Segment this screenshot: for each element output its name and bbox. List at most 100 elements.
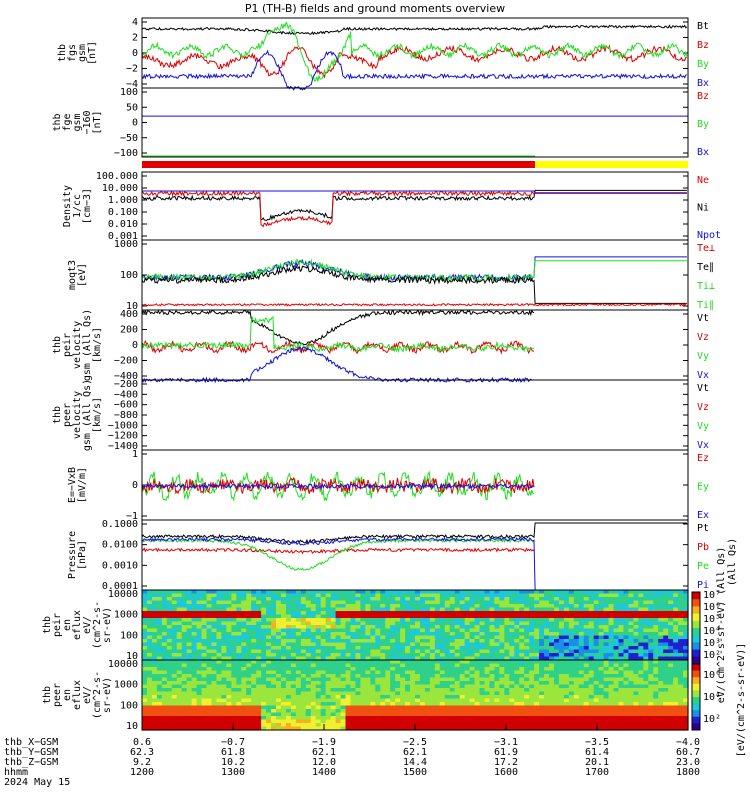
series-Pe xyxy=(141,537,535,571)
spectrogram-cell xyxy=(454,695,461,700)
spectrogram-cell xyxy=(514,681,520,686)
spectrogram-cell xyxy=(161,607,168,612)
spectrogram-cell xyxy=(449,600,456,605)
spectrogram-cell xyxy=(211,642,218,647)
spectrogram-cell xyxy=(295,593,302,598)
spectrogram-cell xyxy=(489,653,496,658)
spectrogram-cell xyxy=(266,723,272,728)
spectrogram-cell xyxy=(424,691,431,696)
spectrogram-cell xyxy=(415,667,421,672)
spectrogram-cell xyxy=(429,698,436,703)
spectrogram-cell xyxy=(598,597,605,602)
spectrogram-cell xyxy=(271,597,277,602)
spectrogram-cell xyxy=(504,656,510,661)
spectrogram-cell xyxy=(191,712,198,717)
spectrogram-cell xyxy=(454,660,461,665)
spectrogram-cell xyxy=(211,726,218,731)
spectrogram-cell xyxy=(261,628,267,633)
spectrogram-cell xyxy=(613,663,620,668)
spectrogram-cell xyxy=(419,607,426,612)
spectrogram-cell xyxy=(385,593,391,598)
spectrogram-cell xyxy=(618,611,625,616)
spectrogram-cell xyxy=(539,597,545,602)
colorbar-label-lower: [eV/(cm^2-s-sr-eV)] xyxy=(736,643,747,757)
spectrogram-cell xyxy=(375,688,381,693)
spectrogram-cell xyxy=(588,607,595,612)
spectrogram-cell xyxy=(415,646,421,651)
spectrogram-cell xyxy=(290,607,297,612)
spectrogram-cell xyxy=(504,719,510,724)
spectrogram-cell xyxy=(588,677,595,682)
spectrogram-cell xyxy=(424,597,431,602)
spectrogram-cell xyxy=(499,656,505,661)
spectrogram-cell xyxy=(553,611,560,616)
spectrogram-cell xyxy=(429,726,436,731)
spectrogram-cell xyxy=(280,600,287,605)
spectrogram-cell xyxy=(400,628,406,633)
spectrogram-cell xyxy=(345,625,352,630)
spectrogram-cell xyxy=(370,600,376,605)
spectrogram-cell xyxy=(444,639,451,644)
spectrogram-cell xyxy=(315,691,322,696)
spectrogram-cell xyxy=(415,723,421,728)
spectrogram-cell xyxy=(494,677,500,682)
spectrogram-cell xyxy=(449,709,456,714)
spectrogram-cell xyxy=(310,726,317,731)
spectrogram-cell xyxy=(469,607,476,612)
spectrogram-cell xyxy=(683,670,689,675)
spectrogram-cell xyxy=(201,709,208,714)
spectrogram-cell xyxy=(305,656,312,661)
spectrogram-cell xyxy=(206,646,213,651)
y-tick-label: −200 xyxy=(114,356,138,367)
spectrogram-cell xyxy=(236,625,242,630)
x-axis-value: 1300 xyxy=(221,767,245,778)
spectrogram-cell xyxy=(419,590,426,595)
spectrogram-cell xyxy=(459,614,466,619)
spectrogram-cell xyxy=(539,726,545,731)
spectrogram-cell xyxy=(261,639,267,644)
spectrogram-cell xyxy=(315,600,322,605)
spectrogram-cell xyxy=(519,702,525,707)
spectrogram-cell xyxy=(365,684,371,689)
spectrogram-cell xyxy=(395,667,401,672)
spectrogram-cell xyxy=(325,621,332,626)
spectrogram-cell xyxy=(514,663,520,668)
spectrogram-cell xyxy=(534,660,540,665)
spectrogram-cell xyxy=(181,663,188,668)
spectrogram-cell xyxy=(588,691,595,696)
spectrogram-cell xyxy=(246,656,252,661)
spectrogram-cell xyxy=(658,635,664,640)
spectrogram-cell xyxy=(653,639,659,644)
spectrogram-cell xyxy=(653,649,659,654)
spectrogram-cell xyxy=(156,600,163,605)
spectrogram-cell xyxy=(558,625,565,630)
spectrogram-cell xyxy=(405,677,411,682)
spectrogram-cell xyxy=(370,646,376,651)
spectrogram-cell xyxy=(553,674,560,679)
spectrogram-cell xyxy=(544,688,550,693)
spectrogram-cell xyxy=(365,590,371,595)
spectrogram-cell xyxy=(370,712,376,717)
spectrogram-cell xyxy=(653,635,659,640)
spectrogram-cell xyxy=(201,656,208,661)
spectrogram-cell xyxy=(236,709,242,714)
spectrogram-cell xyxy=(380,635,386,640)
spectrogram-cell xyxy=(305,670,312,675)
spectrogram-cell xyxy=(434,691,441,696)
spectrogram-cell xyxy=(449,639,456,644)
spectrogram-cell xyxy=(648,695,654,700)
spectrogram-cell xyxy=(539,695,545,700)
spectrogram-cell xyxy=(583,705,590,710)
spectrogram-cell xyxy=(593,681,600,686)
spectrogram-cell xyxy=(251,691,257,696)
spectrogram-cell xyxy=(658,628,664,633)
spectrogram-cell xyxy=(360,677,366,682)
spectrogram-cell xyxy=(618,677,625,682)
spectrogram-cell xyxy=(191,677,198,682)
spectrogram-cell xyxy=(449,604,456,609)
spectrogram-cell xyxy=(241,688,247,693)
spectrogram-cell xyxy=(216,635,223,640)
spectrogram-cell xyxy=(494,684,500,689)
spectrogram-cell xyxy=(588,635,595,640)
